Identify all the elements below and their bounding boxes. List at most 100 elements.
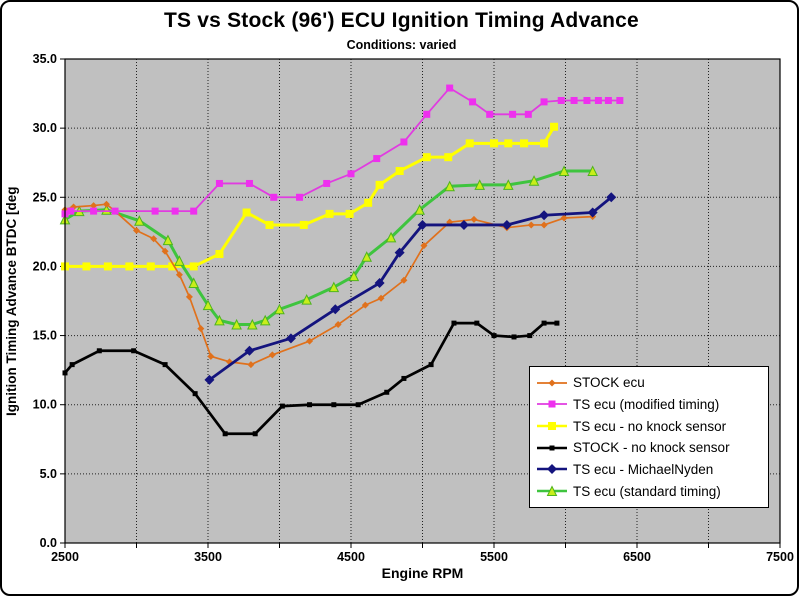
data-point-marker [348,270,360,282]
data-point-marker [520,139,529,148]
legend-item-label: TS ecu - MichaelNyden [573,461,714,477]
legend-swatch [537,422,567,431]
data-point-marker [242,208,251,217]
chart-title: TS vs Stock (96') ECU Ignition Timing Ad… [164,9,639,32]
data-point-marker [554,320,560,326]
data-point-marker [583,96,591,104]
data-point-marker [458,219,469,230]
data-point-marker [192,391,198,397]
data-point-marker [548,400,556,408]
data-point-marker [606,192,617,203]
data-point-marker [174,255,185,266]
data-point-marker [549,445,555,451]
data-point-marker [422,153,431,162]
legend-item: STOCK ecu [536,372,760,393]
data-point-marker [375,180,384,189]
data-point-marker [546,485,558,497]
series-line-stock-no-knock-sensor [63,321,559,436]
data-point-marker [423,110,431,118]
data-point-marker [550,122,559,131]
data-point-marker [268,351,276,359]
data-point-marker [465,139,474,148]
data-point-marker [540,98,548,106]
data-point-marker [548,422,556,431]
x-tick-label: 2500 [51,550,79,564]
y-tick-label: 10.0 [33,398,57,412]
legend-item: TS ecu (standard timing) [536,481,760,502]
data-point-marker [374,278,385,289]
data-point-marker [214,314,225,326]
data-point-marker [103,262,112,271]
data-point-marker [547,464,557,475]
data-point-marker [259,314,271,326]
data-point-marker [373,155,381,163]
y-tick-label: 15.0 [33,329,57,343]
data-point-marker [548,379,556,387]
data-point-marker [111,207,119,215]
data-point-marker [328,281,340,293]
data-point-marker [90,207,98,215]
data-point-marker [604,96,612,104]
data-point-marker [125,262,134,271]
data-point-marker [587,165,598,177]
data-point-marker [102,200,110,208]
data-point-marker [133,226,140,234]
x-tick-label: 3500 [194,550,222,564]
data-point-marker [361,251,373,262]
data-point-marker [301,293,312,305]
data-point-marker [385,231,397,243]
data-point-marker [616,96,624,104]
data-point-marker [190,207,198,215]
data-point-marker [279,403,285,409]
data-point-marker [162,234,174,246]
data-point-marker [222,431,228,437]
data-point-marker [330,304,341,315]
data-point-marker [215,179,223,187]
data-point-marker [504,139,513,148]
data-point-marker [428,362,434,368]
data-point-marker [400,138,408,146]
data-point-marker [90,202,98,210]
data-point-marker [490,139,498,148]
data-point-marker [82,262,91,271]
data-point-marker [474,179,486,190]
plot-border [64,58,781,544]
data-point-marker [527,333,533,339]
data-point-marker [168,262,177,271]
data-point-marker [420,242,428,250]
data-point-marker [345,209,354,218]
data-point-marker [215,249,224,258]
y-tick-label: 5.0 [40,467,57,481]
data-point-marker [252,431,258,437]
x-tick-label: 7500 [766,550,794,564]
data-point-marker [188,277,200,289]
data-point-marker [364,198,373,207]
data-point-marker [171,207,179,215]
series-line-ts-ecu-modified-timing [64,87,621,215]
chart-subtitle: Conditions: varied [346,38,457,52]
data-point-marker [296,193,304,201]
legend: STOCK ecu TS ecu (modified timing) TS ecu … [529,366,769,508]
data-point-marker [509,110,517,118]
data-point-marker [400,276,408,284]
data-point-marker [444,153,453,162]
data-point-marker [511,334,517,340]
data-point-marker [395,167,404,176]
data-point-marker [539,210,550,221]
data-point-marker [325,209,334,218]
data-point-marker [401,375,407,381]
data-point-marker [162,362,168,368]
data-point-marker [486,110,494,118]
data-point-marker [247,361,255,369]
x-tick-label: 6500 [623,550,651,564]
series-ts-ecu-michaelnyden [204,192,617,385]
data-point-marker [587,207,598,218]
data-point-marker [274,303,285,315]
legend-item: TS ecu - no knock sensor [536,416,760,437]
y-tick-label: 35.0 [33,52,57,66]
data-point-marker [560,214,568,222]
data-point-marker [161,247,169,255]
x-tick-label: 5500 [480,550,508,564]
data-point-marker [151,207,159,215]
